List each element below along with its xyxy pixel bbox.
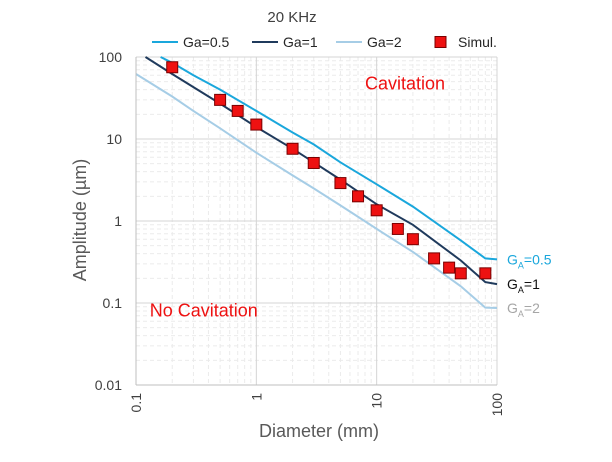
legend-label: Ga=0.5	[183, 34, 230, 50]
simulation-point	[454, 267, 467, 280]
line-end-label: GA=2	[507, 300, 540, 319]
simulation-point	[406, 233, 419, 246]
simulation-point	[231, 104, 244, 117]
annotations: GA=0.5 GA=1 GA=2 Cavitation No Cavitation	[150, 74, 552, 321]
legend-swatch	[434, 36, 447, 48]
legend-label: Simul.	[458, 34, 497, 50]
legend-label: Ga=1	[283, 34, 318, 50]
simulation-point	[352, 190, 365, 203]
x-tick-label: 1	[248, 393, 264, 401]
simulation-point	[250, 118, 263, 131]
simulation-point	[334, 177, 347, 190]
legend: Ga=0.5 Ga=1 Ga=2 Simul.	[152, 34, 497, 50]
axes: 0.01 0.1 1 10 100 0.1 1 10 100	[95, 49, 505, 416]
y-tick-label: 100	[99, 49, 123, 65]
x-axis-title: Diameter (mm)	[259, 421, 379, 441]
region-annotation: Cavitation	[365, 74, 445, 94]
y-axis-title: Amplitude (µm)	[70, 159, 90, 281]
simulation-point	[479, 267, 492, 280]
grid	[135, 56, 498, 386]
x-tick-label: 0.1	[128, 393, 144, 413]
y-tick-label: 0.01	[95, 377, 122, 393]
simulation-point	[428, 252, 441, 265]
x-tick-label: 100	[489, 393, 505, 417]
line-end-label: GA=0.5	[507, 251, 552, 270]
series-line	[160, 56, 498, 261]
x-tick-label: 10	[369, 393, 385, 409]
y-tick-label: 1	[114, 213, 122, 229]
y-tick-label: 10	[106, 131, 122, 147]
region-annotation: No Cavitation	[150, 301, 258, 321]
simulation-point	[286, 142, 299, 155]
simulation-point	[391, 222, 404, 235]
plot-series	[135, 56, 498, 309]
simulation-point	[166, 61, 179, 74]
line-end-label: GA=1	[507, 276, 540, 295]
chart-title: 20 KHz	[267, 9, 316, 26]
y-tick-label: 0.1	[103, 295, 123, 311]
simulation-point	[214, 93, 227, 106]
simulation-point	[307, 156, 320, 169]
simulation-point	[443, 261, 456, 274]
legend-label: Ga=2	[367, 34, 402, 50]
simulation-point	[370, 204, 383, 217]
series-line	[135, 73, 498, 309]
